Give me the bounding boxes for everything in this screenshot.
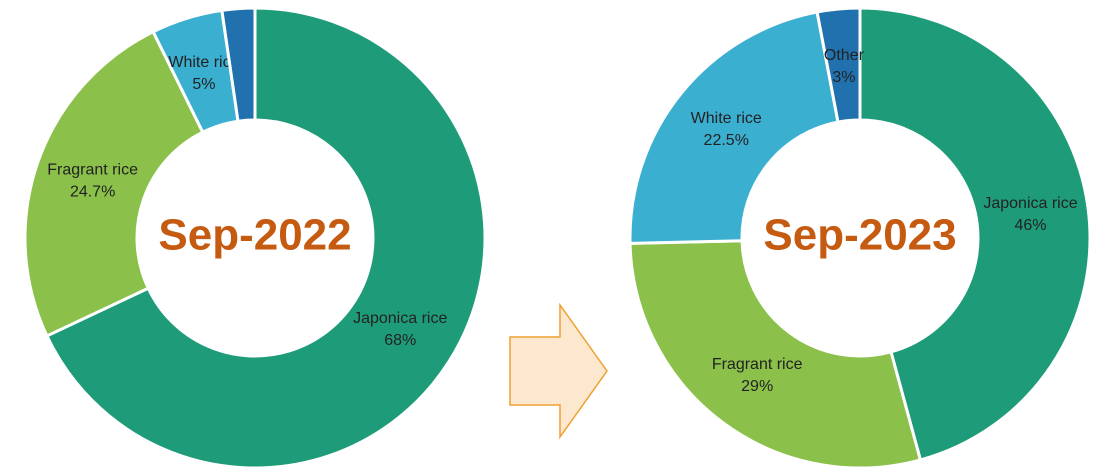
center-label: Sep-2022 bbox=[158, 211, 351, 260]
category-label: Fragrant rice bbox=[712, 356, 803, 373]
center-label: Sep-2023 bbox=[763, 211, 956, 260]
slice-label: Other 3% bbox=[824, 47, 865, 86]
value-label: 24.7% bbox=[70, 183, 115, 200]
slice bbox=[628, 10, 840, 245]
slice-label: Japonica rice 68% bbox=[353, 310, 447, 349]
slice bbox=[23, 29, 205, 338]
slice bbox=[858, 6, 1092, 462]
slice-label: White rice 22.5% bbox=[691, 110, 762, 149]
value-label: 29% bbox=[741, 378, 773, 395]
slice bbox=[44, 6, 487, 468]
category-label: Fragrant rice bbox=[47, 161, 138, 178]
category-label: Japonica rice bbox=[983, 195, 1077, 212]
value-label: 22.5% bbox=[704, 132, 749, 149]
category-label: White rice bbox=[168, 54, 239, 71]
slice bbox=[220, 6, 257, 123]
value-label: 68% bbox=[384, 332, 416, 349]
category-label: White rice bbox=[691, 110, 762, 127]
arrow bbox=[509, 302, 608, 440]
category-label: Japonica rice bbox=[353, 310, 447, 327]
slice-label: Fragrant rice 24.7% bbox=[47, 161, 138, 200]
value-label: 3% bbox=[832, 69, 855, 86]
value-label: 5% bbox=[192, 76, 215, 93]
category-label: Other bbox=[824, 47, 865, 64]
slice bbox=[628, 239, 923, 468]
slice-label: Japonica rice 46% bbox=[983, 195, 1077, 234]
value-label: 46% bbox=[1014, 217, 1046, 234]
slice-label: Fragrant rice 29% bbox=[712, 356, 803, 395]
slice bbox=[815, 6, 862, 124]
slice-label: White rice 5% bbox=[168, 54, 239, 93]
